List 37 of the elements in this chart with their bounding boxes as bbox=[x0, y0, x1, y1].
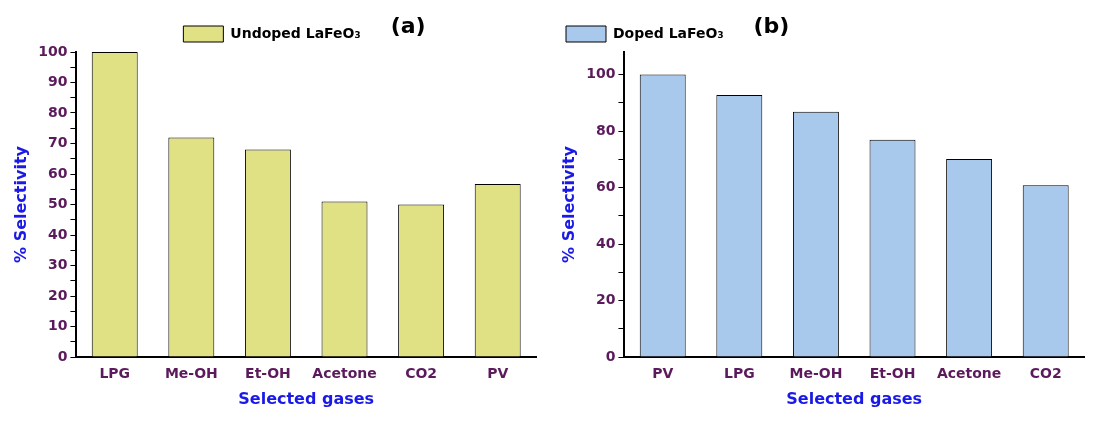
y-tick-label: 100 bbox=[38, 42, 68, 59]
x-axis-title: Selected gases bbox=[786, 388, 923, 408]
x-tick-label: PV bbox=[487, 365, 509, 382]
x-tick-label: CO2 bbox=[1029, 365, 1062, 382]
x-tick-label: Acetone bbox=[312, 365, 377, 382]
y-tick-label: 20 bbox=[47, 286, 68, 303]
y-tick-label: 0 bbox=[605, 347, 616, 364]
y-tick-label: 70 bbox=[47, 134, 68, 151]
x-tick-label: Me-OH bbox=[164, 365, 218, 382]
y-tick-label: 50 bbox=[47, 195, 68, 212]
y-tick-label: 20 bbox=[595, 291, 616, 308]
x-axis-title: Selected gases bbox=[238, 388, 375, 408]
y-tick-label: 0 bbox=[57, 347, 68, 364]
chart-title: (a) bbox=[390, 12, 426, 38]
y-tick-label: 80 bbox=[595, 121, 616, 138]
y-tick-label: 80 bbox=[47, 103, 68, 120]
legend-label: Doped LaFeO₃ bbox=[613, 24, 724, 41]
x-tick-label: Acetone bbox=[936, 365, 1002, 382]
x-tick-label: Me-OH bbox=[789, 365, 843, 382]
y-tick-label: 90 bbox=[47, 73, 68, 90]
y-tick-label: 30 bbox=[47, 256, 68, 273]
y-tick-label: 100 bbox=[586, 65, 616, 82]
y-tick-label: 60 bbox=[47, 164, 68, 181]
y-axis-title: % Selectivity bbox=[10, 145, 30, 263]
x-tick-label: LPG bbox=[99, 365, 131, 382]
x-tick-label: LPG bbox=[723, 365, 755, 382]
x-tick-label: CO2 bbox=[405, 365, 438, 382]
legend-label: Undoped LaFeO₃ bbox=[230, 24, 361, 41]
x-tick-label: Et-OH bbox=[245, 365, 291, 382]
y-tick-label: 10 bbox=[47, 317, 68, 334]
y-axis-title: % Selectivity bbox=[558, 145, 578, 263]
chart-title: (b) bbox=[753, 12, 790, 38]
x-tick-label: PV bbox=[652, 365, 674, 382]
x-tick-label: Et-OH bbox=[869, 365, 916, 382]
y-tick-label: 40 bbox=[595, 234, 616, 251]
y-tick-label: 60 bbox=[595, 178, 616, 195]
y-tick-label: 40 bbox=[47, 225, 68, 242]
